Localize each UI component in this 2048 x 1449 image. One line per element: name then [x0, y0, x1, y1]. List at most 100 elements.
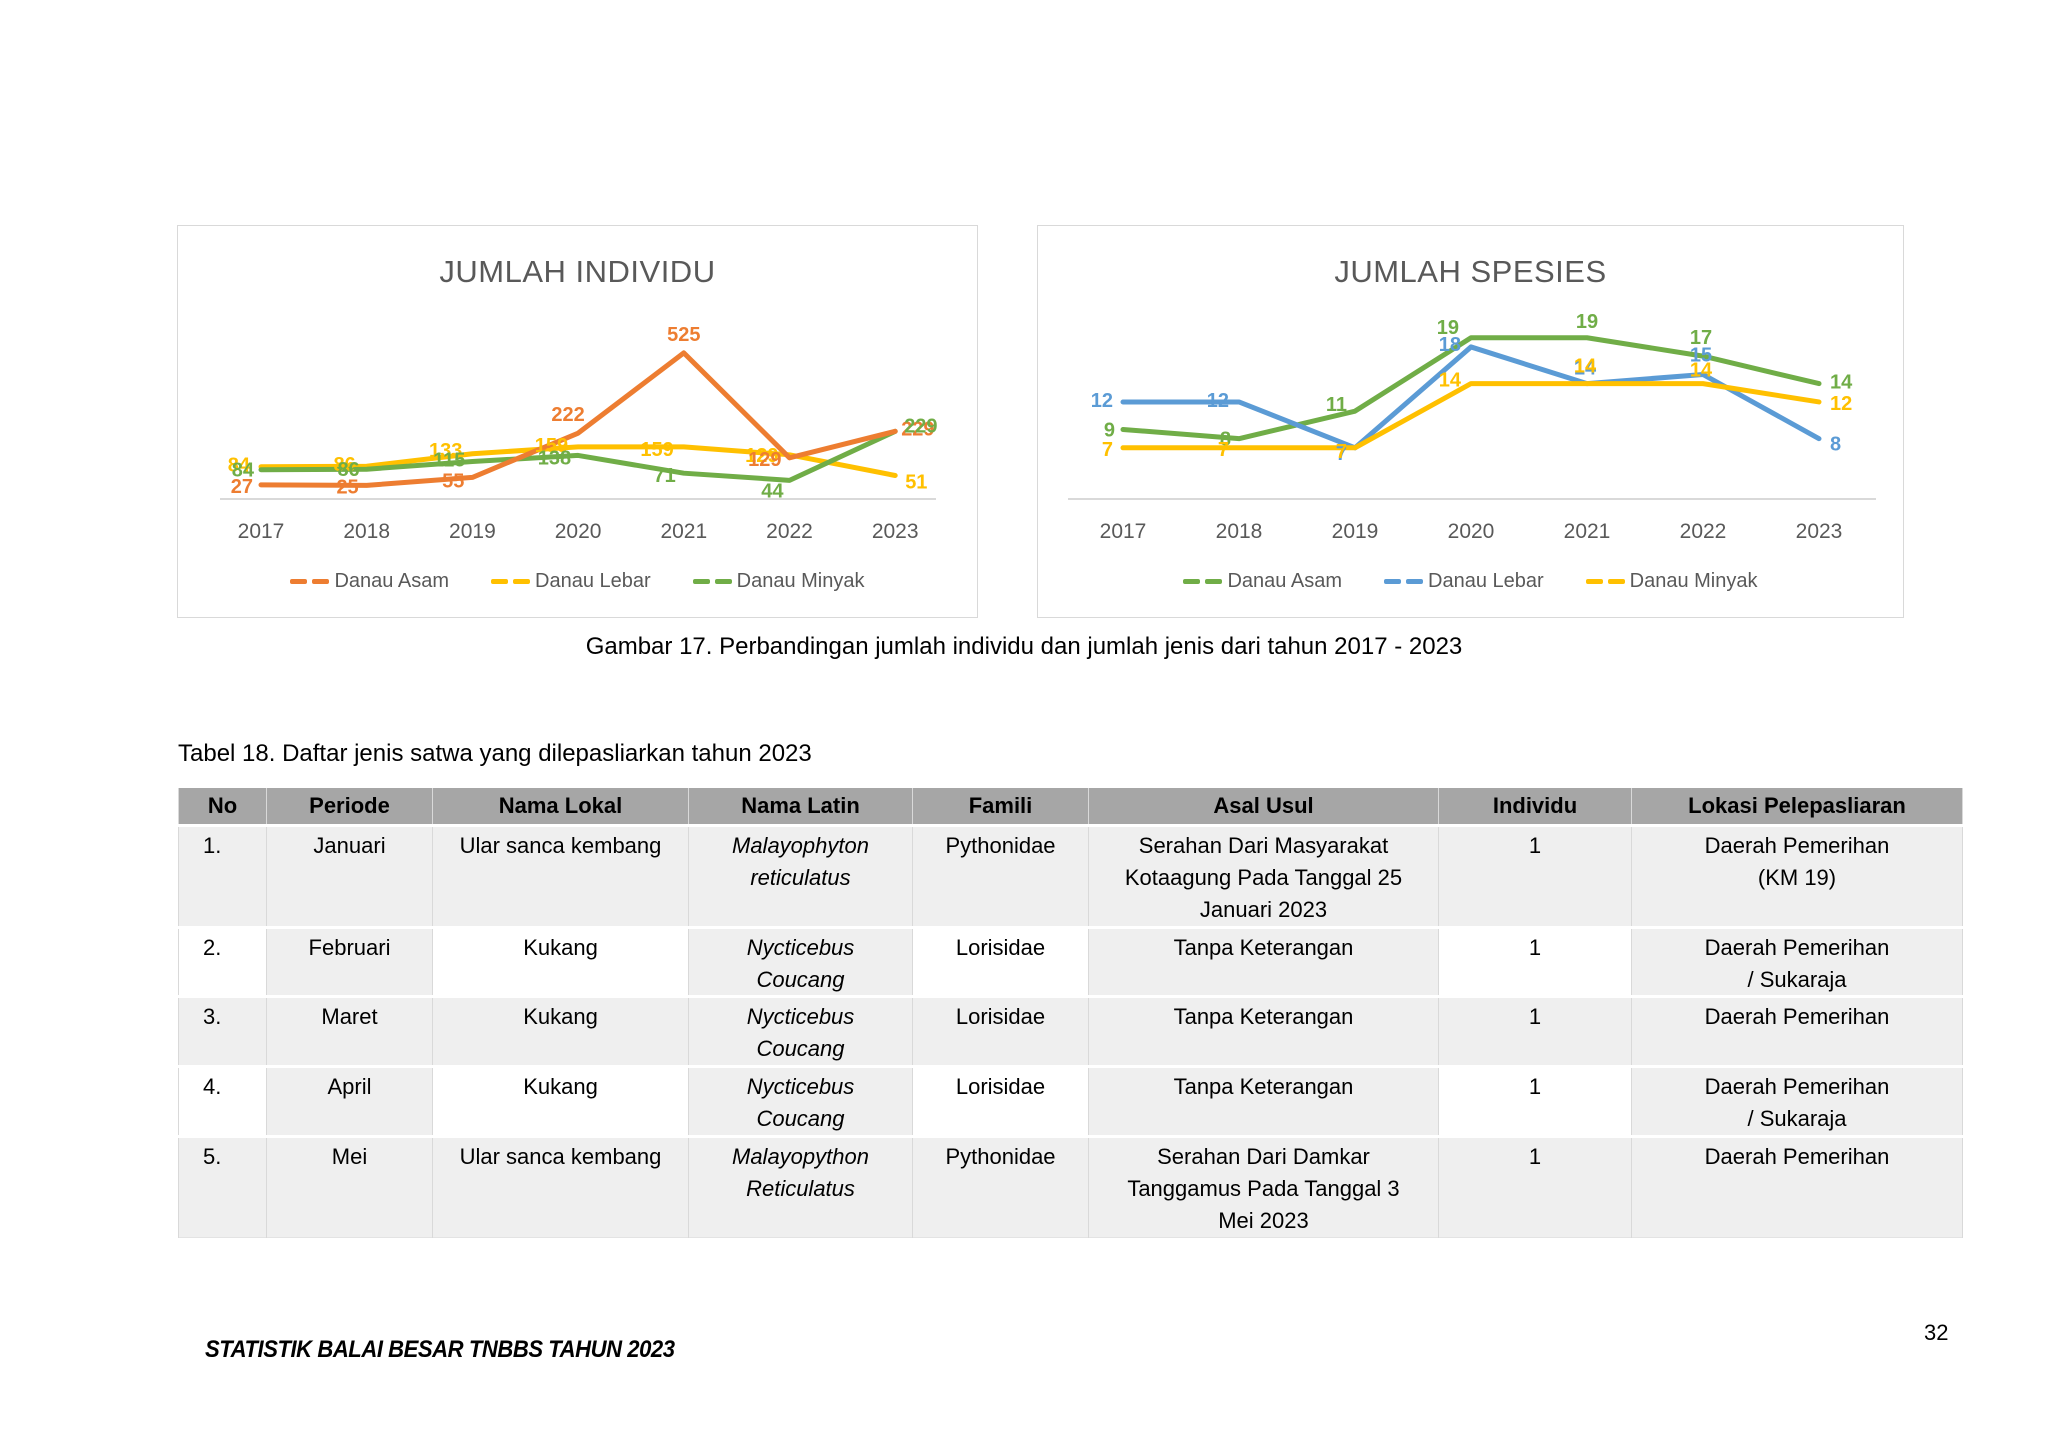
table-head: No Periode Nama Lokal Nama Latin Famili Asal …	[178, 788, 1963, 826]
data-label: 115	[433, 450, 465, 472]
data-label: 7	[1102, 439, 1113, 461]
data-label: 14	[1830, 372, 1853, 394]
column-header: Famili	[912, 788, 1089, 826]
table-cell: Daerah Pemerihan	[1631, 1135, 1963, 1238]
x-tick-label: 2022	[766, 520, 813, 543]
x-tick-label: 2017	[238, 520, 285, 543]
table-cell: Ular sanca kembang	[432, 824, 689, 928]
legend-dash-icon	[1607, 579, 1625, 584]
data-label: 86	[333, 454, 355, 476]
data-label: 55	[442, 470, 464, 492]
data-label: 25	[336, 476, 358, 498]
chart-title-individu: JUMLAH INDIVIDU	[439, 254, 716, 289]
release-table: No Periode Nama Lokal Nama Latin Famili Asal …	[178, 788, 1963, 1238]
data-label: 222	[551, 404, 584, 426]
data-label: 8	[1220, 429, 1231, 451]
data-label: 7	[1336, 441, 1347, 463]
table-cell: Maret	[266, 995, 433, 1067]
table-cell: Mei	[266, 1135, 433, 1238]
footer-text: STATISTIK BALAI BESAR TNBBS TAHUN 2023	[205, 1336, 675, 1363]
table-cell: Pythonidae	[912, 1135, 1089, 1238]
table-cell: Kukang	[432, 925, 689, 997]
x-tick-label: 2020	[555, 520, 602, 543]
series-line-danau-asam	[258, 350, 898, 488]
data-label: 44	[761, 480, 784, 502]
data-label: 159	[640, 439, 673, 461]
legend-dash-icon	[1585, 579, 1603, 584]
data-label: 138	[538, 447, 571, 469]
column-header: Lokasi Pelepasliaran	[1631, 788, 1963, 826]
column-header: No	[178, 788, 267, 826]
data-label: 9	[1104, 419, 1115, 441]
table-row: 4. April Kukang Nycticebus Coucang Lorisidae…	[178, 1065, 1963, 1137]
x-tick-label: 2019	[1332, 520, 1379, 543]
table-title: Tabel 18. Daftar jenis satwa yang dilepa…	[178, 740, 812, 767]
table-row: 5. Mei Ular sanca kembang Malayopython Reti…	[178, 1135, 1963, 1238]
page-number: 32	[1924, 1320, 1949, 1345]
chart-panel-jumlah-individu: JUMLAH INDIVIDU 2017 2018 2019 2020 2021 2022…	[177, 225, 978, 618]
legend-dash-icon	[714, 579, 732, 584]
table-cell: Daerah Pemerihan / Sukaraja	[1631, 1065, 1963, 1137]
data-label: 7	[1336, 443, 1347, 465]
legend-dash-icon	[312, 579, 330, 584]
column-header: Nama Latin	[688, 788, 913, 826]
data-label: 7	[1218, 439, 1229, 461]
table-cell: Lorisidae	[912, 1065, 1089, 1137]
table-cell: Daerah Pemerihan / Sukaraja	[1631, 925, 1963, 997]
legend-label: Danau Minyak	[736, 570, 865, 592]
data-label: 12	[1207, 390, 1229, 412]
x-tick-label: 2020	[1448, 520, 1495, 543]
table-cell: 2.	[178, 925, 267, 997]
table-cell: 1.	[178, 824, 267, 928]
data-label: 12	[1091, 390, 1113, 412]
table-cell: Lorisidae	[912, 995, 1089, 1067]
table-cell: Nycticebus Coucang	[688, 925, 913, 997]
data-label: 84	[232, 460, 255, 482]
table-body: 1. Januari Ular sanca kembang Malayophyton …	[178, 824, 1963, 1238]
table-cell: 5.	[178, 1135, 267, 1238]
x-tick-label: 2019	[449, 520, 496, 543]
data-label: 14	[1574, 356, 1597, 378]
x-tick-label: 2023	[872, 520, 919, 543]
table-cell: Kukang	[432, 1065, 689, 1137]
table-cell: Tanpa Keterangan	[1088, 995, 1439, 1067]
table-cell: Malayophyton reticulatus	[688, 824, 913, 928]
table-cell: 1	[1438, 1065, 1632, 1137]
series-line-danau-minyak	[1120, 381, 1822, 451]
data-label: 229	[904, 415, 937, 437]
legend-label: Danau Minyak	[1629, 570, 1758, 592]
data-label: 159	[535, 435, 568, 457]
x-tick-label: 2017	[1100, 520, 1147, 543]
table-cell: Tanpa Keterangan	[1088, 925, 1439, 997]
legend-dash-icon	[491, 579, 508, 584]
table-cell: Daerah Pemerihan (KM 19)	[1631, 824, 1963, 928]
data-label: 19	[1437, 317, 1459, 339]
table-cell: Tanpa Keterangan	[1088, 1065, 1439, 1137]
line-chart-individu: 2017 2018 2019 2020 2021 2022 2023 84 86 133 159 15…	[220, 324, 938, 543]
table-cell: Januari	[266, 824, 433, 928]
x-tick-label: 2022	[1680, 520, 1727, 543]
data-label: 17	[1690, 327, 1712, 349]
column-header: Asal Usul	[1088, 788, 1439, 826]
chart-title-spesies: JUMLAH SPESIES	[1334, 254, 1607, 289]
legend-item: Danau Minyak	[692, 570, 865, 593]
legend-label: Danau Lebar	[1428, 570, 1544, 592]
table-cell: Serahan Dari Masyarakat Kotaagung Pada T…	[1088, 824, 1439, 928]
data-label: 86	[337, 459, 359, 481]
legend-label: Danau Asam	[1227, 570, 1342, 592]
table-cell: April	[266, 1065, 433, 1137]
table-cell: 1	[1438, 925, 1632, 997]
table-cell: Februari	[266, 925, 433, 997]
chart-legend-spesies: Danau Asam Danau Lebar Danau Minyak	[1038, 570, 1903, 593]
table-row: 2. Februari Kukang Nycticebus Coucang Lorisi…	[178, 925, 1963, 997]
data-label: 19	[1576, 311, 1598, 333]
data-label: 133	[429, 440, 462, 462]
table-cell: Nycticebus Coucang	[688, 995, 913, 1067]
x-tick-label: 2018	[1216, 520, 1263, 543]
legend-item: Danau Asam	[290, 570, 449, 593]
data-label: 12	[1830, 393, 1852, 415]
legend-label: Danau Lebar	[535, 570, 651, 592]
data-label: 51	[905, 471, 927, 493]
